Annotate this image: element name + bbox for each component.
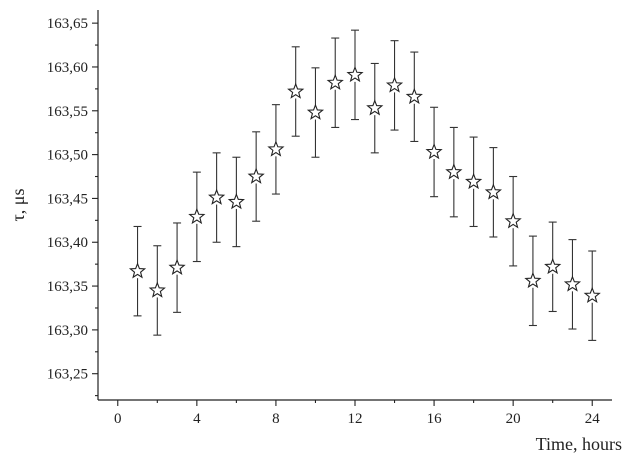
x-tick-label: 0	[114, 411, 122, 427]
data-point-star	[287, 82, 305, 99]
data-point-star	[385, 76, 404, 93]
y-tick-label: 163,30	[47, 323, 88, 339]
y-tick-label: 163,55	[47, 104, 88, 120]
y-tick-label: 163,45	[47, 191, 88, 207]
data-point-star	[148, 281, 166, 298]
data-point-star	[168, 258, 186, 275]
y-tick-label: 163,65	[47, 16, 88, 32]
data-point-star	[267, 140, 285, 157]
data-point-star	[306, 103, 325, 120]
plot-area: 163,25 163,30 163,35 163,40 163,45 163,50 163,…	[47, 10, 612, 427]
x-tick-label: 12	[348, 411, 363, 427]
y-tick-label: 163,25	[47, 367, 88, 383]
data-point-star	[326, 73, 344, 91]
data-point-star	[188, 207, 206, 225]
data-point-star	[445, 163, 463, 180]
data-point-star	[247, 167, 265, 184]
data-point-star	[524, 271, 542, 289]
data-point-star	[366, 99, 384, 116]
data-point-star	[563, 275, 582, 292]
y-tick-label: 163,40	[47, 235, 88, 251]
y-axis-title: τ, μs	[8, 189, 28, 222]
error-bars	[133, 29, 597, 341]
data-point-star	[425, 142, 443, 160]
data-point-star	[544, 257, 562, 275]
data-point-star	[504, 212, 522, 229]
y-ticks: 163,25 163,30 163,35 163,40 163,45 163,50 163,…	[47, 16, 98, 397]
data-point-star	[405, 87, 423, 105]
data-point-star	[208, 188, 226, 205]
x-ticks: 0 4 8 12 16 20 24	[114, 400, 600, 427]
y-tick-label: 163,35	[47, 279, 88, 295]
y-tick-label: 163,50	[47, 148, 88, 164]
data-point-star	[484, 183, 502, 200]
y-tick-label: 163,60	[47, 60, 88, 76]
data-point-star	[128, 262, 147, 279]
data-point-star	[465, 172, 483, 190]
x-tick-label: 4	[193, 411, 201, 427]
data-point-star	[346, 65, 364, 83]
data-point-star	[583, 286, 601, 304]
x-tick-label: 16	[427, 411, 443, 427]
data-markers	[128, 65, 601, 304]
data-point-star	[227, 192, 245, 210]
x-tick-label: 8	[272, 411, 280, 427]
x-axis-title: Time, hours	[536, 434, 622, 454]
x-tick-label: 20	[506, 411, 521, 427]
x-tick-label: 24	[585, 411, 601, 427]
